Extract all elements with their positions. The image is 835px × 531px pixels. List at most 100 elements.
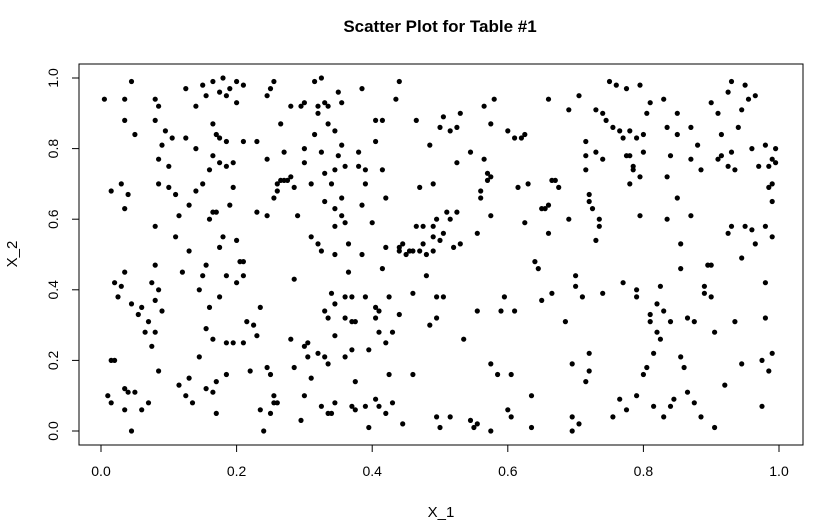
data-point (169, 135, 175, 141)
data-point (118, 283, 124, 289)
data-point (488, 361, 494, 367)
data-point (610, 414, 616, 420)
data-point (396, 78, 402, 85)
data-point (352, 319, 358, 325)
data-point (759, 403, 765, 409)
data-point (688, 124, 694, 130)
data-point (661, 414, 667, 420)
data-point (410, 371, 416, 378)
data-point (291, 364, 297, 371)
data-point (545, 96, 552, 102)
data-point (271, 195, 277, 201)
data-point (511, 308, 518, 314)
data-point (766, 368, 772, 374)
data-point (403, 251, 409, 258)
data-point (461, 336, 467, 342)
data-point (661, 96, 667, 102)
data-point (356, 149, 362, 155)
data-point (308, 375, 314, 381)
data-point (362, 181, 368, 187)
data-point (291, 184, 297, 190)
data-point (691, 400, 697, 406)
data-point (200, 82, 206, 88)
data-point (745, 96, 752, 102)
data-point (488, 213, 494, 219)
data-point (325, 315, 331, 321)
data-point (274, 181, 280, 187)
x-tick-label: 0.2 (227, 463, 247, 479)
data-point (240, 340, 246, 346)
data-point (586, 191, 592, 198)
data-point (712, 329, 718, 335)
data-point (193, 188, 199, 194)
data-point (393, 96, 399, 102)
data-point (217, 294, 223, 300)
data-point (274, 188, 280, 194)
data-point (728, 78, 735, 85)
data-point (389, 400, 396, 406)
data-point (281, 149, 287, 155)
data-point (430, 223, 436, 229)
data-point (718, 153, 725, 159)
data-point (589, 206, 596, 212)
data-point (257, 407, 263, 413)
data-point (267, 86, 274, 92)
data-point (301, 393, 307, 399)
data-point (627, 128, 633, 134)
data-point (749, 227, 755, 233)
data-point (640, 149, 647, 155)
data-point (732, 319, 738, 325)
data-point (332, 223, 338, 229)
data-point (125, 389, 131, 395)
data-point (573, 283, 579, 289)
data-point (427, 322, 433, 328)
data-point (681, 364, 687, 371)
data-point (430, 181, 436, 187)
data-point (183, 86, 189, 92)
data-point (739, 361, 745, 367)
data-point (112, 357, 118, 363)
data-point (139, 304, 145, 310)
data-point (149, 280, 155, 286)
data-point (264, 156, 270, 162)
data-point (495, 371, 501, 378)
data-point (600, 290, 606, 296)
data-point (210, 121, 216, 127)
data-point (342, 354, 348, 360)
data-point (386, 371, 392, 378)
data-point (576, 421, 582, 427)
data-point (257, 304, 263, 310)
data-point (596, 223, 602, 229)
data-point (691, 319, 697, 325)
data-point (305, 354, 311, 360)
data-point (369, 220, 375, 226)
data-point (400, 421, 406, 427)
data-point (366, 424, 372, 431)
data-point (318, 248, 324, 254)
data-point (162, 128, 168, 134)
data-point (247, 368, 253, 374)
data-point (142, 329, 148, 335)
y-tick-label: 0.0 (45, 421, 61, 441)
data-point (759, 357, 765, 363)
data-point (766, 163, 772, 169)
x-tick-label: 0.4 (362, 463, 382, 479)
data-point (484, 170, 491, 176)
data-point (203, 262, 209, 268)
data-point (210, 336, 216, 342)
data-point (122, 269, 128, 275)
data-point (389, 329, 396, 335)
data-point (267, 371, 274, 378)
data-point (315, 103, 321, 109)
data-point (674, 195, 680, 201)
data-point (230, 184, 236, 190)
data-point (325, 121, 331, 127)
data-point (566, 216, 572, 222)
data-point (173, 234, 179, 240)
data-point (651, 350, 657, 356)
data-point (613, 82, 619, 88)
data-point (308, 181, 314, 187)
data-point (508, 371, 514, 378)
data-point (454, 209, 460, 215)
data-point (576, 93, 582, 99)
